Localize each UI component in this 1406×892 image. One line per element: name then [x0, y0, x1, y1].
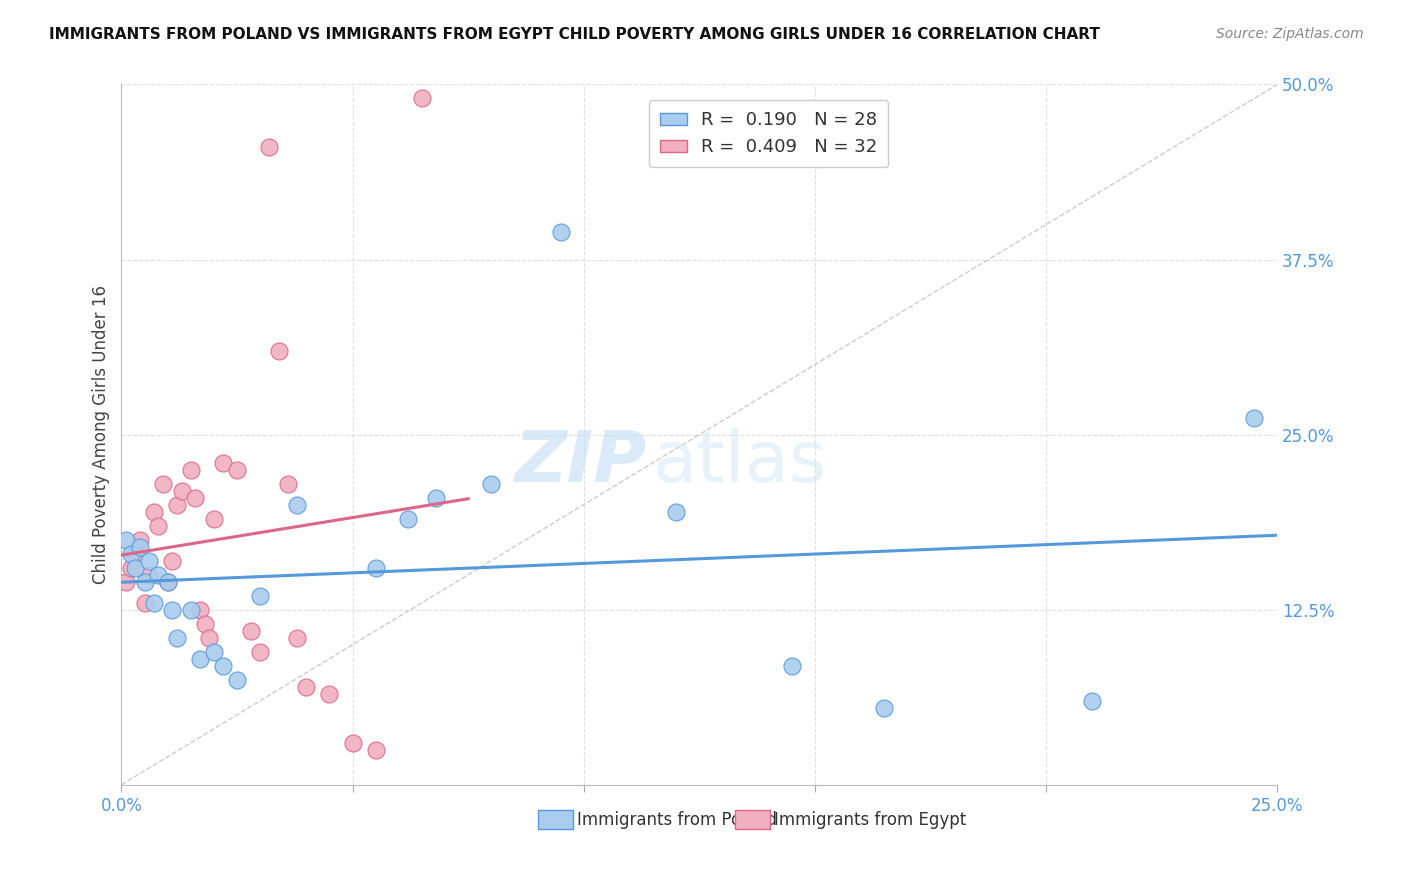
Point — [120, 547, 142, 561]
Text: Immigrants from Egypt: Immigrants from Egypt — [773, 811, 966, 829]
Point — [156, 574, 179, 589]
Point — [259, 140, 281, 154]
Point — [285, 498, 308, 512]
Point — [148, 567, 170, 582]
Point — [188, 602, 211, 616]
Point — [148, 518, 170, 533]
Point — [129, 533, 152, 547]
Point — [162, 602, 184, 616]
Point — [115, 533, 138, 547]
Point — [364, 743, 387, 757]
Point — [665, 505, 688, 519]
Point — [411, 91, 433, 105]
Text: Source: ZipAtlas.com: Source: ZipAtlas.com — [1216, 27, 1364, 41]
Point — [138, 554, 160, 568]
Point — [267, 343, 290, 358]
Text: ZIP: ZIP — [515, 428, 647, 497]
Point — [226, 462, 249, 476]
Point — [342, 736, 364, 750]
Point — [396, 511, 419, 525]
Point — [202, 645, 225, 659]
Point — [212, 658, 235, 673]
Point — [318, 687, 340, 701]
Point — [202, 511, 225, 525]
Text: IMMIGRANTS FROM POLAND VS IMMIGRANTS FROM EGYPT CHILD POVERTY AMONG GIRLS UNDER : IMMIGRANTS FROM POLAND VS IMMIGRANTS FRO… — [49, 27, 1099, 42]
Point — [120, 560, 142, 574]
Point — [166, 498, 188, 512]
Point — [180, 602, 202, 616]
Point — [142, 505, 165, 519]
Point — [226, 673, 249, 687]
Point — [170, 483, 193, 498]
Text: Immigrants from Poland: Immigrants from Poland — [576, 811, 778, 829]
Point — [162, 554, 184, 568]
Point — [479, 476, 502, 491]
Legend: R =  0.190   N = 28, R =  0.409   N = 32: R = 0.190 N = 28, R = 0.409 N = 32 — [650, 101, 889, 167]
Point — [249, 645, 271, 659]
Point — [198, 631, 221, 645]
Point — [166, 631, 188, 645]
Point — [134, 596, 156, 610]
Point — [129, 540, 152, 554]
Point — [277, 476, 299, 491]
Point — [188, 651, 211, 665]
Point — [873, 700, 896, 714]
Point — [152, 476, 174, 491]
Point — [1243, 410, 1265, 425]
Point — [249, 589, 271, 603]
Point — [142, 596, 165, 610]
Point — [156, 574, 179, 589]
Point — [295, 680, 318, 694]
Point — [425, 491, 447, 505]
Y-axis label: Child Poverty Among Girls Under 16: Child Poverty Among Girls Under 16 — [93, 285, 110, 584]
Point — [115, 574, 138, 589]
Point — [1081, 694, 1104, 708]
Point — [138, 567, 160, 582]
Point — [124, 560, 146, 574]
Point — [780, 658, 803, 673]
Point — [194, 616, 217, 631]
Point — [124, 547, 146, 561]
Point — [212, 456, 235, 470]
Point — [184, 491, 207, 505]
Point — [285, 631, 308, 645]
Point — [550, 225, 572, 239]
Point — [364, 560, 387, 574]
Point — [180, 462, 202, 476]
Text: atlas: atlas — [654, 428, 828, 497]
Point — [134, 574, 156, 589]
Point — [239, 624, 262, 638]
